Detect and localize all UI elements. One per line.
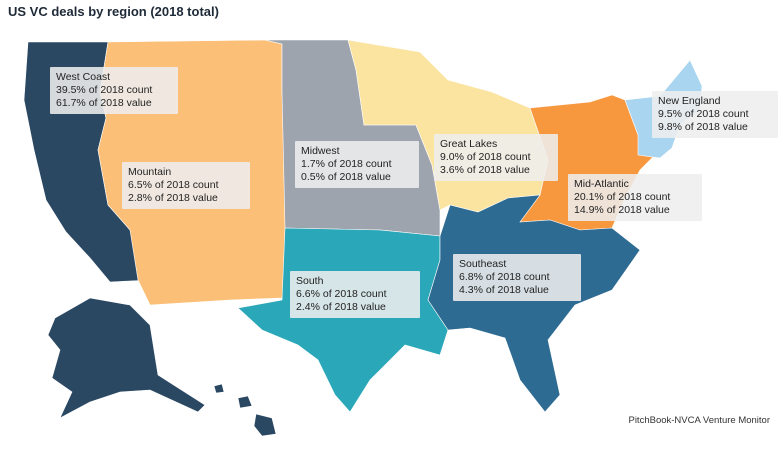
source-note: PitchBook-NVCA Venture Monitor — [628, 415, 770, 426]
region-count-share: 1.7% of 2018 count — [301, 158, 392, 170]
region-name: Mountain — [128, 166, 172, 178]
label-southeast: Southeast 6.8% of 2018 count 4.3% of 201… — [453, 254, 581, 301]
label-mid-atlantic: Mid-Atlantic 20.1% of 2018 count 14.9% o… — [568, 174, 702, 221]
region-count-share: 6.5% of 2018 count — [128, 179, 219, 191]
region-value-share: 9.8% of 2018 value — [658, 121, 748, 133]
label-great-lakes: Great Lakes 9.0% of 2018 count 3.6% of 2… — [434, 134, 558, 181]
region-name: Southeast — [459, 258, 507, 270]
region-name: Midwest — [301, 145, 340, 157]
region-value-share: 2.4% of 2018 value — [296, 301, 386, 313]
label-new-england: New England 9.5% of 2018 count 9.8% of 2… — [652, 91, 778, 138]
region-value-share: 4.3% of 2018 value — [459, 284, 549, 296]
region-count-share: 6.8% of 2018 count — [459, 271, 550, 283]
label-west-coast: West Coast 39.5% of 2018 count 61.7% of … — [50, 67, 178, 114]
region-count-share: 20.1% of 2018 count — [574, 191, 671, 203]
label-midwest: Midwest 1.7% of 2018 count 0.5% of 2018 … — [295, 141, 419, 188]
region-count-share: 9.5% of 2018 count — [658, 108, 749, 120]
region-name: Great Lakes — [440, 138, 498, 150]
region-shape-southeast — [427, 194, 641, 413]
region-value-share: 2.8% of 2018 value — [128, 192, 218, 204]
region-shape-alaska — [47, 297, 206, 419]
region-count-share: 39.5% of 2018 count — [56, 84, 153, 96]
region-name: South — [296, 275, 324, 287]
region-name: Mid-Atlantic — [574, 178, 629, 190]
region-value-share: 14.9% of 2018 value — [574, 204, 670, 216]
label-mountain: Mountain 6.5% of 2018 count 2.8% of 2018… — [122, 162, 250, 209]
region-value-share: 0.5% of 2018 value — [301, 171, 391, 183]
region-count-share: 9.0% of 2018 count — [440, 151, 531, 163]
region-value-share: 3.6% of 2018 value — [440, 164, 530, 176]
region-value-share: 61.7% of 2018 value — [56, 97, 152, 109]
region-shape-hawaii — [213, 383, 277, 437]
region-count-share: 6.6% of 2018 count — [296, 288, 387, 300]
region-name: New England — [658, 95, 721, 107]
map-title: US VC deals by region (2018 total) — [8, 4, 219, 19]
label-south: South 6.6% of 2018 count 2.4% of 2018 va… — [290, 271, 420, 318]
region-name: West Coast — [56, 71, 111, 83]
